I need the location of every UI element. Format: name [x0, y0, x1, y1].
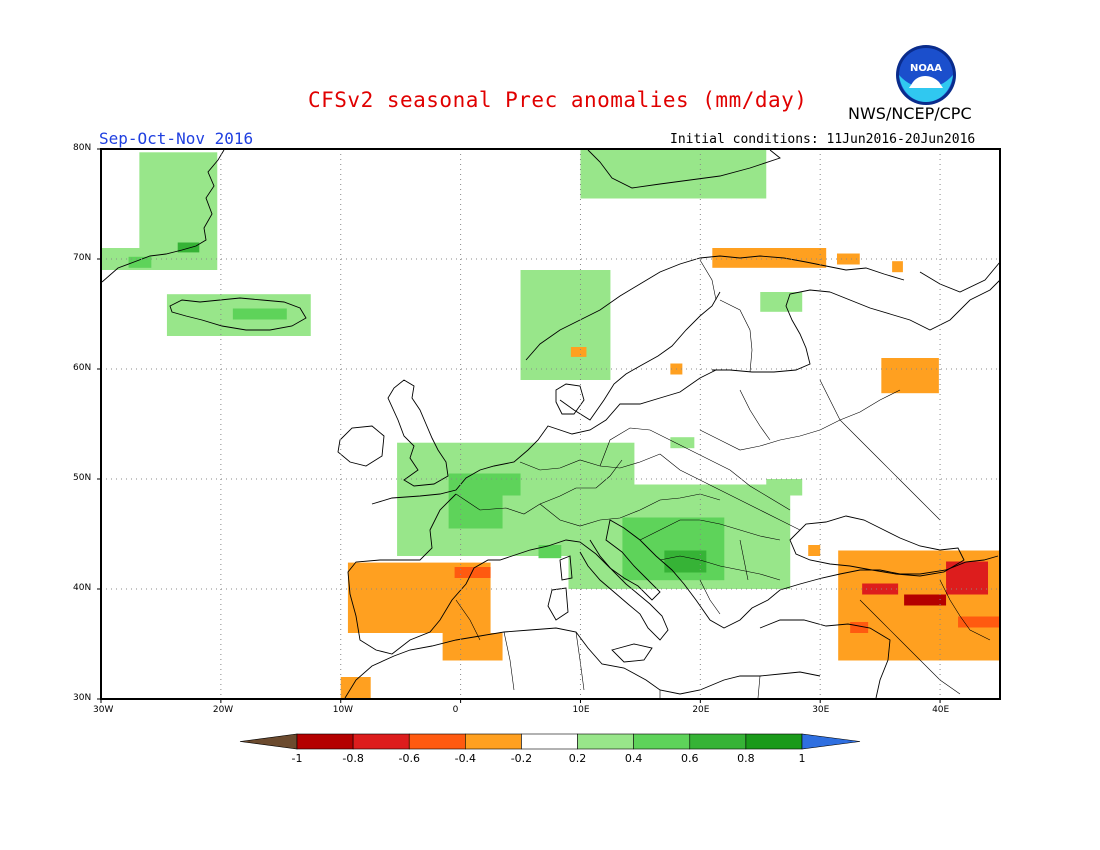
map-frame — [100, 148, 1001, 700]
colorbar-label: 0.4 — [624, 752, 643, 765]
coastlines — [101, 149, 1001, 699]
lon-label: 30E — [812, 705, 830, 715]
colorbar — [239, 733, 861, 750]
lon-label: 20W — [212, 705, 234, 715]
colorbar-segment — [465, 733, 522, 750]
coastline-denmark — [555, 383, 585, 415]
lon-label: 40E — [932, 705, 950, 715]
anomaly-cells — [101, 149, 1000, 699]
coastline-continent — [371, 369, 717, 505]
colorbar-label: 0.2 — [568, 752, 587, 765]
coastline-svalbard — [587, 149, 781, 189]
coastline-italy — [579, 539, 669, 641]
coastline-iberia — [347, 493, 513, 655]
anomaly-cell — [946, 561, 989, 595]
coastline-anatolia — [759, 619, 891, 699]
lat-lon-grid — [101, 149, 1000, 699]
colorbar-segment — [408, 733, 466, 750]
logo-text: NOAA — [910, 63, 942, 74]
lon-label: 20E — [692, 705, 710, 715]
anomaly-cell — [128, 256, 152, 268]
axis-ticks — [97, 148, 941, 703]
coastline-greenland — [101, 149, 225, 283]
anomaly-cell — [862, 583, 899, 595]
anomaly-cell — [496, 473, 521, 496]
anomaly-cell — [664, 550, 707, 573]
coastline-finland — [712, 289, 831, 373]
anomaly-cell — [670, 437, 695, 449]
coastline-ireland — [337, 425, 385, 467]
coastline-sicily — [611, 643, 653, 663]
colorbar-label: 1 — [798, 752, 806, 765]
colorbar-label: -0.8 — [342, 752, 364, 765]
country-borders — [455, 259, 991, 699]
anomaly-cell — [766, 479, 803, 496]
anomaly-cell — [177, 242, 200, 253]
agency-label: NWS/NCEP/CPC — [848, 104, 972, 123]
anomaly-cell — [520, 270, 611, 380]
colorbar-segment — [521, 733, 578, 750]
anomaly-cell — [580, 149, 767, 199]
colorbar-segment — [577, 733, 634, 750]
lat-label: 50N — [73, 473, 92, 483]
coastline-corsica — [559, 555, 573, 581]
colorbar-segment — [745, 733, 803, 750]
coastline-iceland — [169, 297, 307, 331]
coastline-britain — [387, 379, 449, 487]
colorbar-segment — [296, 733, 354, 750]
lon-label: 10E — [572, 705, 590, 715]
anomaly-cell — [904, 594, 947, 606]
anomaly-cell — [808, 545, 821, 556]
coastline-sweden — [559, 291, 721, 421]
colorbar-label: -0.6 — [398, 752, 420, 765]
coastline-arctic-russia — [919, 261, 1001, 293]
lat-label: 80N — [73, 143, 92, 153]
anomaly-cell — [454, 567, 491, 578]
anomaly-cell — [958, 616, 1000, 628]
colorbar-label: -0.2 — [510, 752, 533, 765]
anomaly-cell — [232, 308, 287, 320]
anomaly-cell — [712, 248, 827, 268]
colorbar-segment — [689, 733, 747, 750]
coastline-north-africa — [344, 627, 821, 699]
colorbar-label: -1 — [291, 752, 303, 765]
anomaly-cell — [570, 347, 587, 357]
colorbar-label: -0.4 — [454, 752, 477, 765]
lat-label: 40N — [73, 583, 92, 593]
lat-label: 70N — [73, 253, 92, 263]
anomaly-cell — [850, 622, 869, 633]
anomaly-cell — [538, 545, 562, 559]
lat-label: 30N — [73, 693, 92, 703]
colorbar-label: 0.6 — [681, 752, 699, 765]
coastline-black-sea — [789, 515, 965, 577]
map-title: CFSv2 seasonal Prec anomalies (mm/day) — [308, 88, 808, 112]
anomaly-cell — [836, 253, 860, 265]
lon-label: 0 — [452, 705, 459, 715]
lon-label: 30W — [93, 705, 114, 715]
lat-label: 60N — [73, 363, 92, 373]
lon-label: 10W — [332, 705, 354, 715]
colorbar-max-triangle — [801, 733, 861, 750]
coastline-kola — [829, 279, 1001, 331]
colorbar-min-triangle — [239, 733, 298, 750]
coastline-sardinia — [547, 587, 569, 621]
anomaly-cell — [881, 358, 939, 394]
season-label: Sep-Oct-Nov 2016 — [99, 129, 254, 148]
coastline-norway — [525, 255, 905, 361]
anomaly-cell — [760, 292, 803, 312]
anomaly-cell — [448, 473, 503, 529]
noaa-logo-icon: NOAA — [896, 45, 956, 105]
colorbar-segment — [352, 733, 410, 750]
colorbar-label: 0.8 — [737, 752, 755, 765]
initial-conditions-label: Initial conditions: 11Jun2016-20Jun2016 — [670, 132, 976, 147]
colorbar-segment — [633, 733, 691, 750]
anomaly-cell — [892, 261, 903, 273]
